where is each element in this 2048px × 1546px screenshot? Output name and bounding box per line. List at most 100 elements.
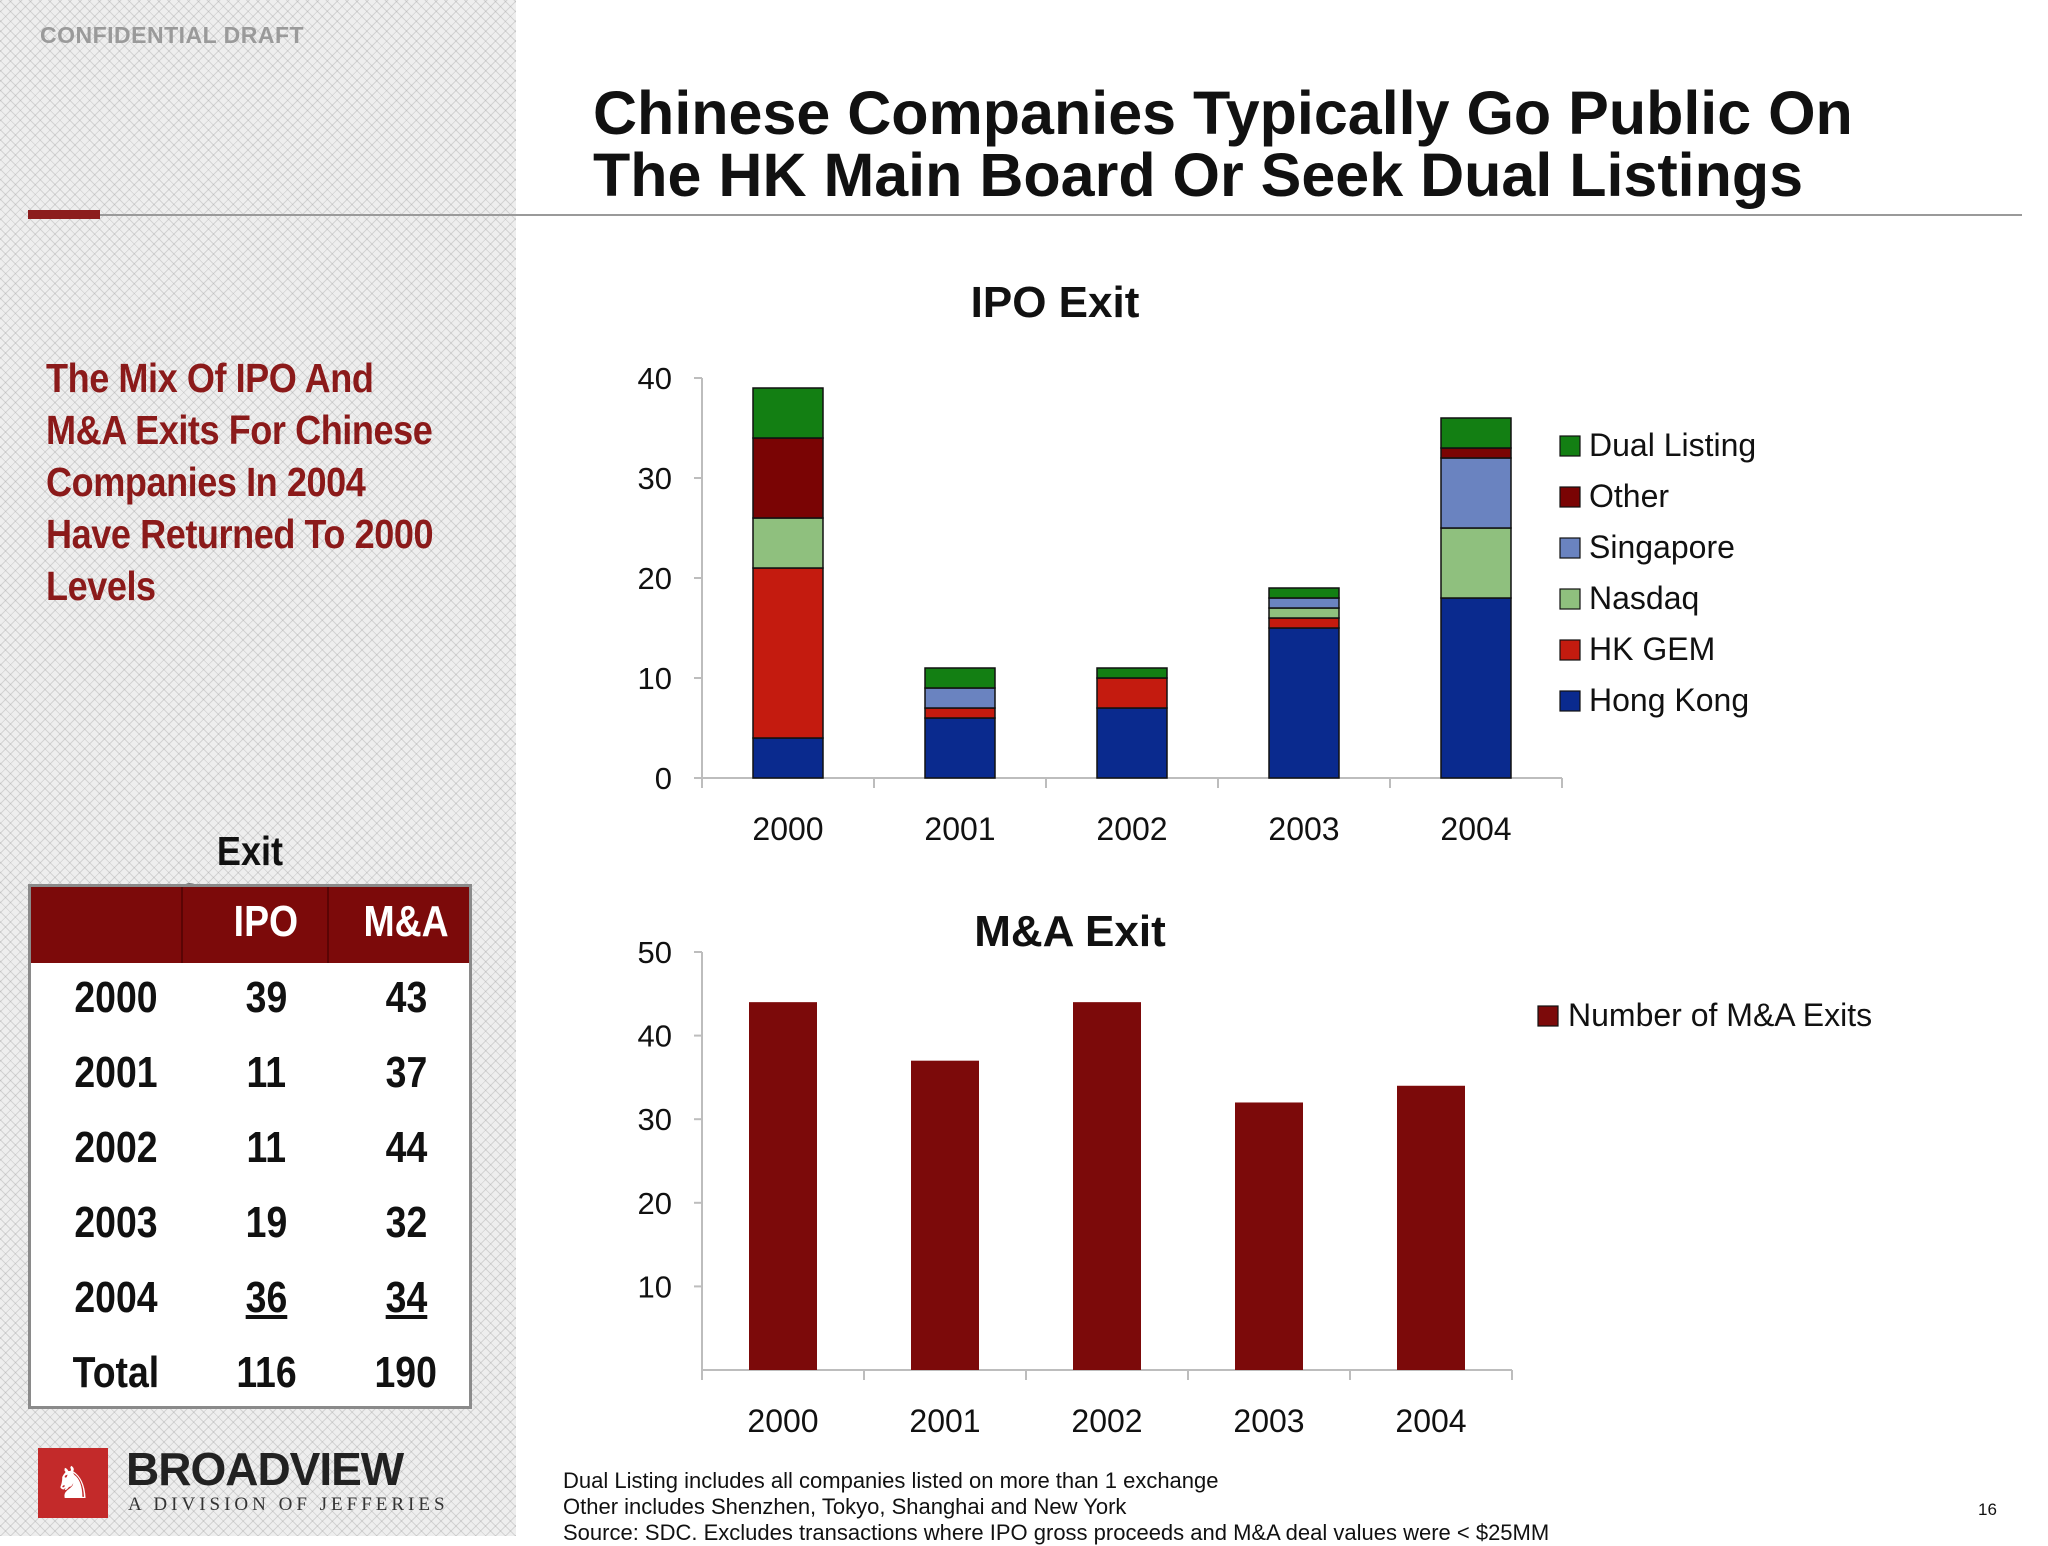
bar-segment-hong-kong <box>1096 707 1168 779</box>
ipo-chart-title: IPO Exit <box>971 278 1140 327</box>
legend-label: Dual Listing <box>1589 427 1756 463</box>
y-tick-label: 10 <box>638 661 672 696</box>
bar-segment-hong-kong <box>752 737 824 779</box>
ma-cell: 43 <box>385 973 427 1022</box>
bar-segment-dual-listing <box>924 667 996 689</box>
bar-segment-nasdaq <box>1268 607 1340 619</box>
legend-label: Nasdaq <box>1589 580 1699 616</box>
year-cell: 2003 <box>74 1198 158 1247</box>
legend-swatch <box>1559 588 1581 610</box>
bar-segment-hk-gem <box>1268 617 1340 629</box>
bar-segment-dual-listing <box>1268 587 1340 599</box>
page-title: Chinese Companies Typically Go Public On… <box>593 82 2013 206</box>
ma-cell: 32 <box>385 1198 427 1247</box>
legend-swatch <box>1537 1005 1559 1027</box>
x-tick-label: 2000 <box>752 811 823 847</box>
bar-segment-singapore <box>1268 597 1340 609</box>
bar-segment-hong-kong <box>1268 627 1340 779</box>
bar-segment-nasdaq <box>752 517 824 569</box>
sidebar-heading-line: Levels <box>46 563 156 609</box>
legend-label: Number of M&A Exits <box>1568 997 1872 1033</box>
legend-swatch <box>1559 435 1581 457</box>
bar-segment-hk-gem <box>1096 677 1168 709</box>
table-row: 2003 19 32 <box>31 1198 469 1273</box>
bar-segment-dual-listing <box>752 387 824 439</box>
bar-segment-singapore <box>1440 457 1512 529</box>
bar-segment-singapore <box>924 687 996 709</box>
y-tick-label: 30 <box>638 461 672 496</box>
ma-chart-title: M&A Exit <box>974 907 1166 956</box>
column-header-ma: M&A <box>363 897 449 946</box>
y-tick-label: 0 <box>655 761 672 796</box>
total-ma: 190 <box>374 1348 438 1397</box>
ma-bar <box>1235 1102 1303 1370</box>
legend-swatch <box>1559 690 1581 712</box>
bar-segment-hong-kong <box>924 717 996 779</box>
sidebar-heading-line: M&A Exits For Chinese <box>46 407 433 453</box>
year-cell: 2001 <box>74 1048 158 1097</box>
bar-segment-hong-kong <box>1440 597 1512 779</box>
exit-strategy-table: IPO M&A 2000 39 43 2001 11 37 2002 11 44… <box>28 884 472 1409</box>
ipo-cell: 19 <box>245 1198 287 1247</box>
ma-exit-chart: M&A Exit 10 20 30 40 50 2000 2001 2002 2003 2004 Nu… <box>638 907 1873 1439</box>
sidebar-heading: The Mix Of IPO And M&A Exits For Chinese… <box>46 352 486 612</box>
sidebar-heading-line: Companies In 2004 <box>46 459 366 505</box>
ipo-cell: 11 <box>246 1048 286 1097</box>
legend-label: HK GEM <box>1589 631 1715 667</box>
table-row: 2000 39 43 <box>31 973 469 1048</box>
x-tick-label: 2000 <box>747 1403 818 1439</box>
confidential-label: CONFIDENTIAL DRAFT <box>40 22 305 48</box>
ma-cell: 44 <box>385 1123 427 1172</box>
x-tick-label: 2003 <box>1233 1403 1304 1439</box>
year-cell: 2000 <box>74 973 158 1022</box>
ma-bar <box>911 1060 979 1370</box>
logo-name: BROADVIEW <box>126 1443 404 1495</box>
title-accent-bar <box>28 210 100 219</box>
legend-label: Hong Kong <box>1589 682 1749 718</box>
ma-bar <box>1397 1085 1465 1370</box>
ma-bar <box>1073 1002 1141 1370</box>
page-title-line-2: The HK Main Board Or Seek Dual Listings <box>593 141 1804 209</box>
ma-bar <box>749 1002 817 1370</box>
y-tick-label: 20 <box>638 1186 672 1221</box>
bar-segment-dual-listing <box>1440 417 1512 449</box>
header-divider <box>181 887 183 963</box>
y-tick-label: 40 <box>638 1019 672 1054</box>
legend-label: Singapore <box>1589 529 1735 565</box>
title-underline <box>100 214 2022 216</box>
y-tick-label: 30 <box>638 1102 672 1137</box>
table-row: 2002 11 44 <box>31 1123 469 1198</box>
ipo-cell: 39 <box>245 973 287 1022</box>
logo-tagline: A DIVISION OF JEFFERIES <box>128 1494 449 1515</box>
bar-segment-dual-listing <box>1096 667 1168 679</box>
ipo-cell: 11 <box>246 1123 286 1172</box>
footnote-source: Source: SDC. Excludes transactions where… <box>563 1520 1550 1545</box>
bar-segment-nasdaq <box>1440 527 1512 599</box>
column-header-ipo: IPO <box>233 897 299 946</box>
footnote-dual-listing: Dual Listing includes all companies list… <box>563 1468 1219 1493</box>
y-tick-label: 50 <box>638 935 672 970</box>
x-tick-label: 2003 <box>1268 811 1339 847</box>
charts-canvas: IPO Exit 0 10 20 30 40 2000 2001 2002 2003 2004 Dua… <box>638 278 1873 1439</box>
header-divider <box>327 887 329 963</box>
page-number: 16 <box>1978 1500 1997 1519</box>
lion-crest-icon: ♞ <box>38 1448 108 1518</box>
ma-cell: 34 <box>385 1273 427 1322</box>
legend-swatch <box>1559 639 1581 661</box>
sidebar-heading-line: The Mix Of IPO And <box>46 355 374 401</box>
legend-swatch <box>1559 486 1581 508</box>
legend-label: Other <box>1589 478 1669 514</box>
year-cell: 2002 <box>74 1123 158 1172</box>
bar-segment-other <box>752 437 824 519</box>
x-tick-label: 2001 <box>924 811 995 847</box>
table-total-row: Total 116 190 <box>31 1348 469 1423</box>
table-row: 2001 11 37 <box>31 1048 469 1123</box>
x-tick-label: 2004 <box>1395 1403 1466 1439</box>
bar-segment-other <box>1440 447 1512 459</box>
bar-segment-hk-gem <box>752 567 824 739</box>
ma-cell: 37 <box>385 1048 427 1097</box>
ipo-cell: 36 <box>245 1273 287 1322</box>
bar-segment-hk-gem <box>924 707 996 719</box>
legend-swatch <box>1559 537 1581 559</box>
y-tick-label: 40 <box>638 361 672 396</box>
